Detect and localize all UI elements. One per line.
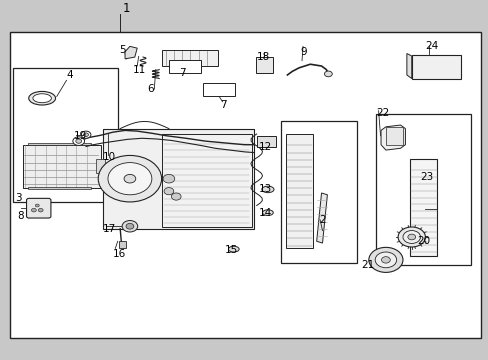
Circle shape — [35, 204, 39, 207]
Circle shape — [38, 208, 43, 212]
Circle shape — [374, 252, 396, 268]
Text: 6: 6 — [147, 84, 154, 94]
Text: 8: 8 — [17, 211, 23, 221]
Bar — [27, 186, 91, 189]
Text: 1: 1 — [122, 2, 130, 15]
Text: 17: 17 — [103, 224, 116, 234]
Text: 13: 13 — [259, 184, 272, 194]
Text: 14: 14 — [259, 208, 272, 218]
Bar — [161, 50, 217, 66]
Bar — [203, 83, 234, 96]
Text: 2: 2 — [319, 215, 325, 225]
Bar — [161, 134, 251, 227]
Circle shape — [73, 137, 84, 145]
Circle shape — [407, 234, 415, 240]
Text: 20: 20 — [417, 236, 430, 246]
Circle shape — [122, 221, 138, 232]
Circle shape — [163, 174, 174, 183]
Ellipse shape — [33, 94, 51, 103]
Ellipse shape — [262, 210, 273, 216]
Circle shape — [108, 163, 152, 195]
Text: 7: 7 — [178, 68, 185, 78]
Bar — [281, 121, 356, 263]
Bar — [256, 136, 276, 147]
Text: 22: 22 — [375, 108, 388, 117]
Circle shape — [126, 224, 134, 229]
Text: 15: 15 — [224, 245, 238, 255]
Circle shape — [83, 133, 88, 136]
Circle shape — [163, 188, 173, 195]
Bar — [409, 159, 436, 256]
Ellipse shape — [261, 186, 273, 193]
Bar — [96, 159, 105, 173]
Ellipse shape — [29, 91, 56, 105]
Text: 11: 11 — [133, 64, 146, 75]
Bar — [13, 68, 118, 202]
Text: 23: 23 — [419, 172, 432, 182]
Text: 7: 7 — [220, 100, 226, 111]
Text: 10: 10 — [103, 152, 116, 162]
Bar — [375, 114, 470, 265]
Circle shape — [81, 131, 91, 138]
Text: 21: 21 — [361, 260, 374, 270]
Text: 24: 24 — [424, 41, 437, 51]
Circle shape — [76, 139, 81, 143]
Bar — [10, 32, 480, 338]
Bar — [168, 60, 200, 73]
Bar — [285, 134, 312, 248]
FancyBboxPatch shape — [26, 198, 51, 218]
Bar — [22, 145, 101, 188]
Text: 3: 3 — [15, 193, 22, 203]
Polygon shape — [380, 125, 405, 150]
Text: 18: 18 — [256, 52, 269, 62]
Circle shape — [402, 230, 420, 243]
Bar — [103, 129, 254, 229]
Ellipse shape — [228, 246, 239, 252]
Polygon shape — [316, 193, 327, 243]
Text: 19: 19 — [74, 131, 87, 141]
Text: 16: 16 — [113, 249, 126, 259]
Circle shape — [368, 247, 402, 273]
Circle shape — [98, 156, 161, 202]
Text: 12: 12 — [259, 141, 272, 152]
Bar — [255, 57, 272, 73]
Circle shape — [324, 71, 331, 77]
Circle shape — [124, 174, 136, 183]
Circle shape — [397, 227, 425, 247]
Circle shape — [171, 193, 181, 200]
Polygon shape — [406, 54, 411, 78]
Circle shape — [31, 208, 36, 212]
Text: 4: 4 — [66, 70, 73, 80]
Bar — [385, 127, 402, 145]
Text: 5: 5 — [119, 45, 125, 55]
Circle shape — [381, 257, 389, 263]
Bar — [119, 241, 125, 248]
Polygon shape — [125, 46, 137, 59]
Text: 9: 9 — [300, 47, 306, 57]
Bar — [27, 143, 91, 145]
Bar — [411, 55, 460, 78]
